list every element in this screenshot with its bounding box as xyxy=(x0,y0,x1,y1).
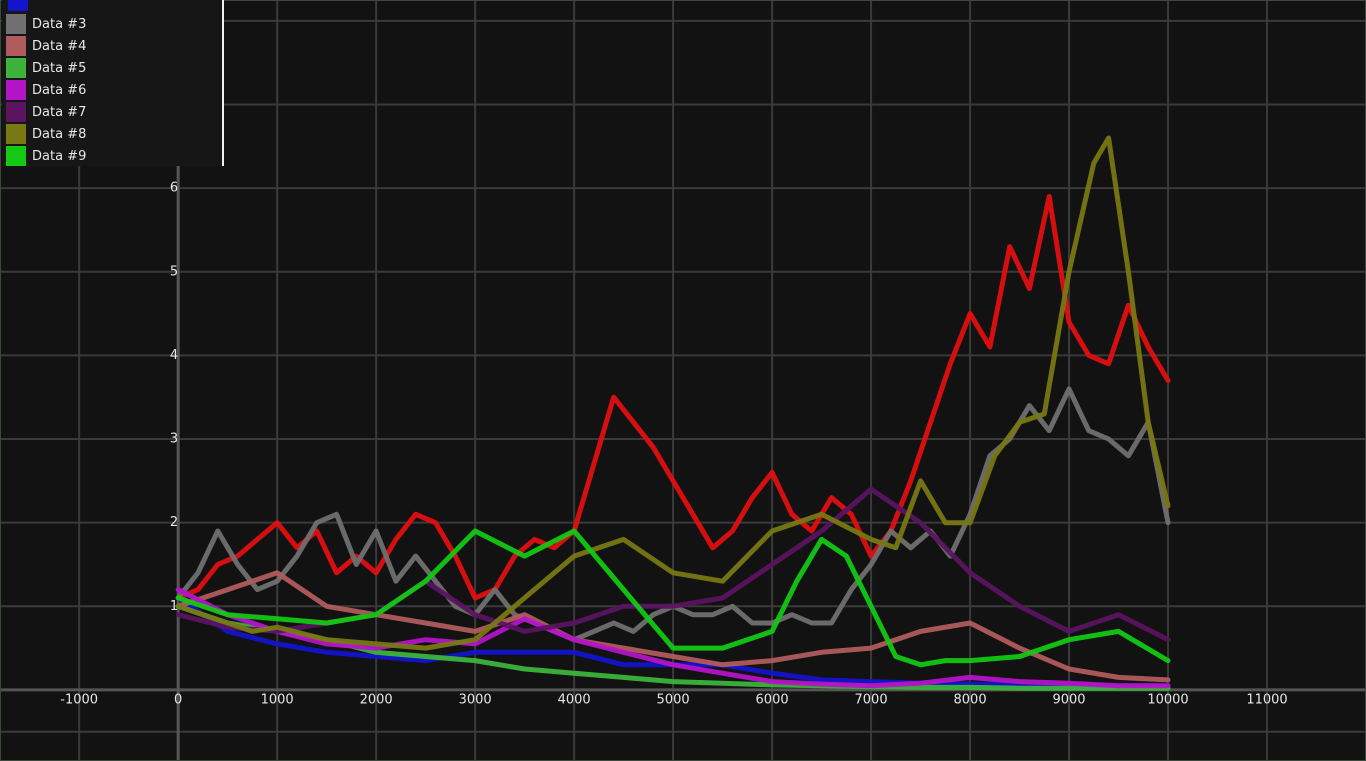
series-line-6 xyxy=(175,587,1171,689)
x-tick-label: -1000 xyxy=(60,693,98,708)
y-tick-label: 1 xyxy=(170,599,178,614)
y-tick-label: 3 xyxy=(170,432,178,447)
legend-partial-swatch xyxy=(8,0,28,11)
x-tick-label: 5000 xyxy=(657,693,690,708)
series-lines xyxy=(175,135,1171,691)
legend-swatch xyxy=(6,80,26,100)
legend-label: Data #7 xyxy=(32,104,87,120)
y-tick-label: 4 xyxy=(170,348,178,363)
legend-label: Data #4 xyxy=(32,38,87,54)
legend-item: Data #9 xyxy=(2,145,86,166)
x-tick-label: 3000 xyxy=(459,693,492,708)
y-tick-label: 6 xyxy=(170,181,178,196)
legend: Data #3 Data #4 Data #5 Data #6 Data #7 Data … xyxy=(2,0,224,166)
y-tick-label: 2 xyxy=(170,515,178,530)
x-tick-label: 6000 xyxy=(756,693,789,708)
series-line-4 xyxy=(175,570,1171,683)
x-tick-label: 8000 xyxy=(954,693,987,708)
x-tick-label: 2000 xyxy=(360,693,393,708)
legend-label: Data #5 xyxy=(32,60,87,76)
legend-label: Data #9 xyxy=(32,148,87,164)
legend-item: Data #3 xyxy=(2,13,86,35)
series-line-2 xyxy=(175,194,1171,601)
legend-swatch xyxy=(6,124,26,144)
legend-swatch xyxy=(6,146,26,166)
legend-item: Data #8 xyxy=(2,123,86,145)
x-tick-label: 0 xyxy=(174,693,182,708)
legend-item: Data #6 xyxy=(2,79,86,101)
series-line-8 xyxy=(175,135,1171,651)
legend-swatch xyxy=(6,14,26,34)
legend-item: Data #5 xyxy=(2,57,86,79)
y-tick-label: 5 xyxy=(170,264,178,279)
x-tick-label: 7000 xyxy=(855,693,888,708)
series-line-9 xyxy=(175,528,1171,668)
legend-item: Data #4 xyxy=(2,35,86,57)
legend-item: Data #7 xyxy=(2,101,86,123)
legend-label: Data #8 xyxy=(32,126,87,142)
legend-label: Data #3 xyxy=(32,16,87,32)
x-tick-label: 11000 xyxy=(1246,693,1287,708)
legend-swatch xyxy=(6,102,26,122)
x-tick-label: 1000 xyxy=(261,693,294,708)
legend-label: Data #6 xyxy=(32,82,87,98)
x-tick-label: 4000 xyxy=(558,693,591,708)
legend-items: Data #3 Data #4 Data #5 Data #6 Data #7 Data … xyxy=(2,13,86,166)
legend-swatch xyxy=(6,36,26,56)
tick-labels: -1000 0 1000 2000 3000 4000 5000 6000 7000 8000 90… xyxy=(60,181,1287,708)
legend-swatch xyxy=(6,58,26,78)
x-tick-label: 10000 xyxy=(1147,693,1188,708)
x-tick-label: 9000 xyxy=(1052,693,1085,708)
